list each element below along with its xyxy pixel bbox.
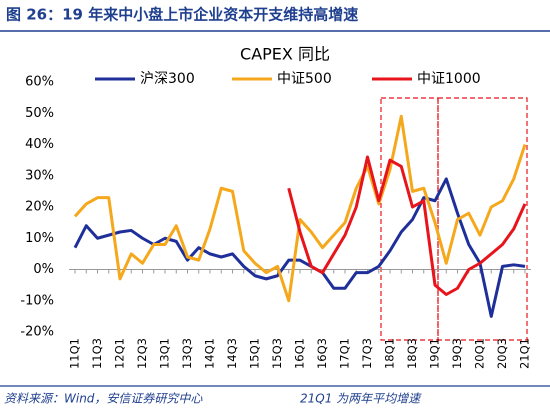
x-tick-label: 21Q1 (518, 338, 532, 369)
footnote: 21Q1 为两年平均增速 (300, 392, 422, 406)
y-tick-label: 0% (33, 262, 54, 277)
x-tick-label: 16Q3 (315, 338, 329, 369)
x-tick-label: 15Q3 (270, 338, 284, 369)
series-line (287, 155, 527, 296)
x-tick-label: 20Q1 (473, 338, 487, 369)
y-tick-label: -10% (20, 293, 54, 308)
x-tick-label: 19Q1 (428, 338, 442, 369)
x-tick-label: 19Q3 (450, 338, 464, 369)
legend-label: 沪深300 (140, 71, 195, 87)
page-title: 图 26：19 年来中小盘上市企业资本开支维持高增速 (6, 6, 358, 24)
x-tick-label: 13Q1 (158, 338, 172, 369)
x-tick-label: 12Q1 (113, 338, 127, 369)
source-note: 资料来源：Wind，安信证券研究中心 (4, 392, 203, 406)
highlight-box (380, 97, 439, 341)
x-tick-label: 13Q3 (180, 338, 194, 369)
x-tick-label: 16Q1 (293, 338, 307, 369)
y-tick-label: 60% (25, 75, 54, 90)
x-tick-label: 20Q3 (495, 338, 509, 369)
x-tick-label: 17Q3 (360, 338, 374, 369)
y-tick-label: 10% (25, 231, 54, 246)
x-tick-label: 15Q1 (248, 338, 262, 369)
x-tick-label: 17Q1 (338, 338, 352, 369)
y-tick-label: 50% (25, 106, 54, 121)
x-tick-label: 14Q3 (225, 338, 239, 369)
legend-label: 中证500 (277, 71, 332, 87)
series-line (73, 114, 527, 303)
x-tick-label: 18Q3 (405, 338, 419, 369)
x-tick-label: 14Q1 (203, 338, 217, 369)
x-tick-label: 12Q3 (135, 338, 149, 369)
legend-label: 中证1000 (417, 71, 481, 87)
chart-title: CAPEX 同比 (240, 45, 330, 64)
x-tick-label: 11Q3 (90, 338, 104, 369)
y-tick-label: 40% (25, 137, 54, 152)
x-tick-label: 11Q1 (68, 338, 82, 369)
y-tick-label: -20% (20, 325, 54, 340)
y-tick-label: 30% (25, 168, 54, 183)
y-tick-label: 20% (25, 200, 54, 215)
x-tick-label: 18Q1 (383, 338, 397, 369)
series-line (73, 177, 526, 318)
highlight-box (437, 97, 528, 341)
